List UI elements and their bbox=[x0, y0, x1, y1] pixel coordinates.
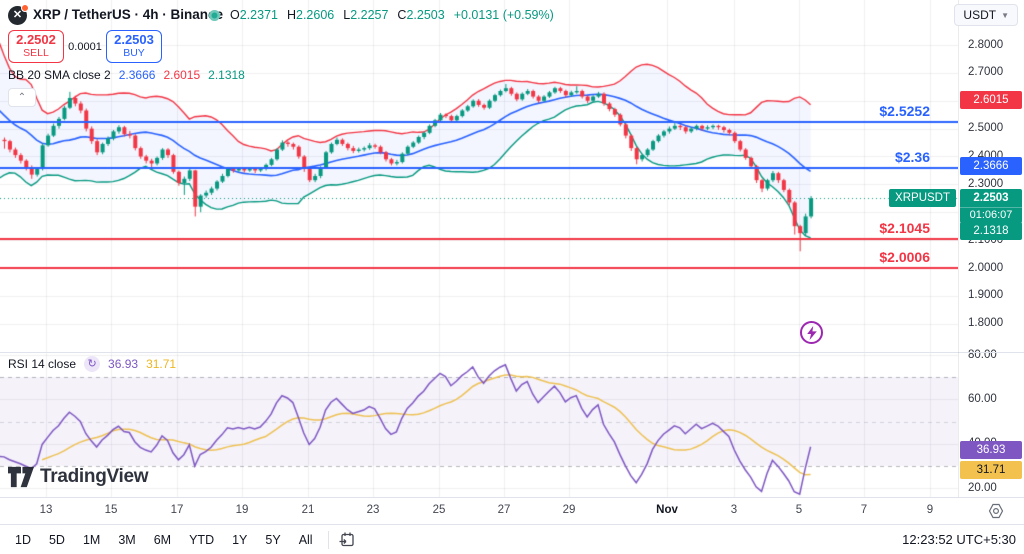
price-change: +0.0131 (+0.59%) bbox=[453, 8, 554, 22]
time-label-nov: Nov bbox=[656, 504, 678, 516]
price-axis-label-2.0000: 2.0000 bbox=[968, 261, 1004, 274]
bb-upper-value: 2.6015 bbox=[163, 68, 201, 82]
bb-lower-value: 2.1318 bbox=[208, 68, 245, 82]
rsi-axis-label-60.00: 60.00 bbox=[968, 392, 997, 405]
bb-indicator-legend[interactable]: BB 20 SMA close 2 2.3666 2.6015 2.1318 bbox=[8, 68, 245, 82]
rsi-value-badge: 36.93 bbox=[960, 441, 1022, 460]
rsi-value: 36.93 bbox=[108, 357, 139, 371]
level-label-1[interactable]: $2.36 bbox=[894, 148, 930, 165]
time-label-17: 17 bbox=[170, 504, 184, 516]
time-label-3: 3 bbox=[730, 504, 738, 516]
range-button-6m[interactable]: 6M bbox=[153, 532, 172, 547]
currency-dropdown[interactable]: USDT ▼ bbox=[954, 4, 1018, 26]
rsi-indicator-legend[interactable]: RSI 14 close ↻ 36.93 31.71 bbox=[8, 356, 176, 372]
timezone-settings-icon[interactable] bbox=[988, 503, 1004, 519]
bb-lower-badge: 2.1318 bbox=[960, 222, 1022, 241]
watermark-text: TradingView bbox=[40, 466, 149, 487]
order-panel: 2.2502 SELL 0.0001 2.2503 BUY bbox=[8, 30, 162, 63]
time-label-5: 5 bbox=[795, 504, 803, 516]
chart-header: ✕ XRP / TetherUS · 4h · Binance O2.2371 H… bbox=[0, 0, 1024, 28]
time-label-29: 29 bbox=[562, 504, 576, 516]
toolbar-divider bbox=[327, 530, 329, 549]
range-button-1d[interactable]: 1D bbox=[15, 532, 31, 547]
tradingview-logo-icon bbox=[8, 466, 34, 488]
collapse-legend-button[interactable]: ⌃ bbox=[8, 88, 36, 107]
range-button-5d[interactable]: 5D bbox=[48, 532, 65, 547]
symbol-title[interactable]: XRP / TetherUS · 4h · Binance bbox=[33, 7, 224, 22]
level-label-2[interactable]: $2.1045 bbox=[879, 219, 930, 236]
bb-middle-badge: 2.3666 bbox=[960, 156, 1022, 175]
tradingview-watermark: TradingView bbox=[8, 466, 149, 488]
go-to-date-icon[interactable] bbox=[337, 530, 357, 550]
price-axis-label-1.9000: 1.9000 bbox=[968, 289, 1004, 302]
range-button-all[interactable]: All bbox=[298, 532, 313, 547]
time-label-7: 7 bbox=[860, 504, 868, 516]
sell-price: 2.2502 bbox=[16, 32, 56, 47]
time-label-19: 19 bbox=[235, 504, 249, 516]
bb-label: BB 20 SMA close 2 bbox=[8, 68, 111, 82]
last-price-badge: 2.2503 01:06:07 bbox=[960, 189, 1022, 224]
time-label-9: 9 bbox=[926, 504, 934, 516]
price-axis-label-2.5000: 2.5000 bbox=[968, 122, 1004, 135]
range-button-1y[interactable]: 1Y bbox=[232, 532, 248, 547]
time-label-23: 23 bbox=[366, 504, 380, 516]
time-label-21: 21 bbox=[301, 504, 315, 516]
range-button-3m[interactable]: 3M bbox=[118, 532, 136, 547]
price-axis-label-2.8000: 2.8000 bbox=[968, 38, 1004, 51]
sell-button[interactable]: 2.2502 SELL bbox=[8, 30, 64, 63]
bb-middle-value: 2.3666 bbox=[118, 68, 156, 82]
buy-price: 2.2503 bbox=[114, 32, 154, 47]
rsi-axis-label-20.00: 20.00 bbox=[968, 481, 997, 494]
spread-value: 0.0001 bbox=[68, 40, 102, 53]
xrp-logo-glyph: ✕ bbox=[12, 9, 23, 21]
range-button-ytd[interactable]: YTD bbox=[189, 532, 215, 547]
xrp-logo-icon: ✕ bbox=[8, 4, 29, 25]
buy-button[interactable]: 2.2503 BUY bbox=[106, 30, 162, 63]
bb-upper-badge: 2.6015 bbox=[960, 91, 1022, 110]
ohlc-open: O2.2371 bbox=[230, 8, 278, 22]
ohlc-close: C2.2503 bbox=[397, 8, 445, 22]
market-status-icon bbox=[209, 10, 220, 21]
currency-label: USDT bbox=[963, 8, 997, 22]
range-button-1m[interactable]: 1M bbox=[82, 532, 101, 547]
price-axis-label-2.3000: 2.3000 bbox=[968, 177, 1004, 190]
time-axis[interactable]: 13 15 17 19 21 23 25 27 29 Nov 3 5 7 9 bbox=[0, 498, 1024, 524]
time-label-15: 15 bbox=[104, 504, 118, 516]
time-label-13: 13 bbox=[39, 504, 53, 516]
price-axis-label-1.8000: 1.8000 bbox=[968, 317, 1004, 330]
ohlc-values: O2.2371 H2.2606 L2.2257 C2.2503 +0.0131 (+0.… bbox=[230, 8, 554, 22]
ohlc-high: H2.2606 bbox=[286, 8, 335, 22]
date-range-buttons: 1D 5D 1M 3M 6M YTD 1Y 5Y All bbox=[8, 530, 320, 550]
price-axis[interactable] bbox=[958, 0, 1024, 497]
price-axis-label-2.7000: 2.7000 bbox=[968, 66, 1004, 79]
price-axis-border bbox=[958, 0, 959, 497]
buy-label: BUY bbox=[123, 47, 145, 59]
rsi-ma-badge: 31.71 bbox=[960, 461, 1022, 480]
ohlc-low: L2.2257 bbox=[343, 8, 389, 22]
rsi-axis-label-80.00: 80.00 bbox=[968, 348, 997, 361]
level-label-3[interactable]: $2.0006 bbox=[879, 248, 930, 265]
chevron-down-icon: ▼ bbox=[1001, 10, 1009, 20]
symbol-tag-badge: XRPUSDT bbox=[889, 189, 956, 208]
bottom-toolbar: 1D 5D 1M 3M 6M YTD 1Y 5Y All 12:23:52 UTC+5:30 bbox=[0, 524, 1024, 554]
time-label-27: 27 bbox=[497, 504, 511, 516]
logo-provider-badge-icon bbox=[21, 4, 29, 12]
lightning-bolt-icon[interactable] bbox=[800, 321, 823, 344]
pane-separator[interactable] bbox=[0, 352, 1024, 353]
rsi-ma-value: 31.71 bbox=[146, 357, 177, 371]
pane-separator-bottom[interactable] bbox=[0, 497, 1024, 498]
clock-timezone-button[interactable]: 12:23:52 UTC+5:30 bbox=[902, 532, 1016, 547]
rsi-label: RSI 14 close bbox=[8, 357, 77, 371]
sell-label: SELL bbox=[23, 47, 49, 59]
level-label-0[interactable]: $2.5252 bbox=[879, 102, 930, 119]
range-button-5y[interactable]: 5Y bbox=[265, 532, 281, 547]
time-label-25: 25 bbox=[432, 504, 446, 516]
rsi-loading-icon: ↻ bbox=[84, 356, 101, 372]
price-chart-canvas[interactable] bbox=[0, 0, 958, 497]
